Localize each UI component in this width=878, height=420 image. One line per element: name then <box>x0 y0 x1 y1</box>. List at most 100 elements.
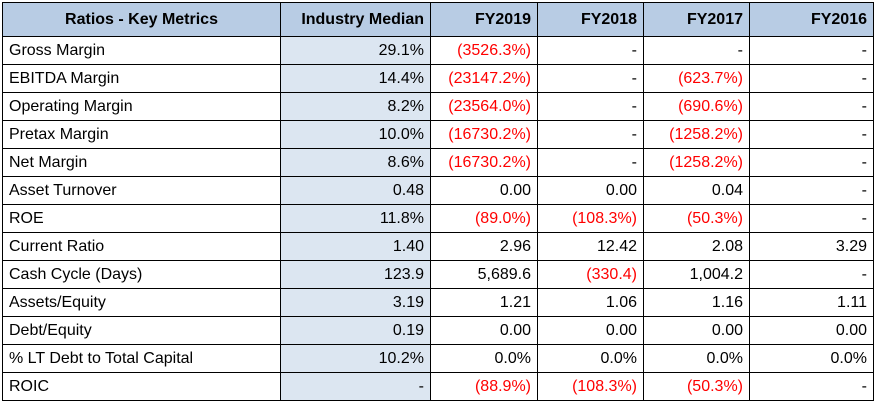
cell-fy2019[interactable]: (16730.2%) <box>430 148 538 177</box>
table-body: Gross Margin 29.1% (3526.3%) - - - EBITDA Marg… <box>2 36 874 401</box>
cell-fy2016[interactable]: - <box>749 204 874 233</box>
cell-fy2018[interactable]: - <box>537 64 644 93</box>
cell-fy2016[interactable]: - <box>749 372 874 401</box>
cell-fy2016[interactable]: 0.0% <box>749 344 874 373</box>
cell-metric[interactable]: % LT Debt to Total Capital <box>2 344 281 373</box>
cell-metric[interactable]: Current Ratio <box>2 232 281 261</box>
cell-fy2019[interactable]: (23147.2%) <box>430 64 538 93</box>
cell-fy2019[interactable]: 0.00 <box>430 316 538 345</box>
cell-fy2018[interactable]: (108.3%) <box>537 372 644 401</box>
cell-fy2016[interactable]: - <box>749 176 874 205</box>
cell-industry-median[interactable]: 0.48 <box>280 176 431 205</box>
header-fy2016[interactable]: FY2016 <box>749 2 874 37</box>
cell-fy2016[interactable]: - <box>749 64 874 93</box>
cell-fy2016[interactable]: - <box>749 148 874 177</box>
cell-industry-median[interactable]: 10.2% <box>280 344 431 373</box>
cell-metric[interactable]: ROE <box>2 204 281 233</box>
cell-fy2019[interactable]: 5,689.6 <box>430 260 538 289</box>
cell-fy2019[interactable]: (88.9%) <box>430 372 538 401</box>
cell-fy2018[interactable]: - <box>537 120 644 149</box>
cell-industry-median[interactable]: 8.6% <box>280 148 431 177</box>
header-metric[interactable]: Ratios - Key Metrics <box>2 2 281 37</box>
cell-industry-median[interactable]: 1.40 <box>280 232 431 261</box>
cell-fy2018[interactable]: 0.00 <box>537 176 644 205</box>
cell-fy2018[interactable]: - <box>537 36 644 65</box>
cell-fy2018[interactable]: 0.0% <box>537 344 644 373</box>
table-row: Operating Margin 8.2% (23564.0%) - (690.6%) - <box>2 92 874 121</box>
ratios-table-container: Ratios - Key Metrics Industry Median FY2… <box>2 2 874 401</box>
cell-fy2017[interactable]: 0.0% <box>643 344 750 373</box>
header-fy2019[interactable]: FY2019 <box>430 2 538 37</box>
cell-metric[interactable]: Pretax Margin <box>2 120 281 149</box>
cell-industry-median[interactable]: - <box>280 372 431 401</box>
cell-fy2017[interactable]: 0.04 <box>643 176 750 205</box>
cell-fy2017[interactable]: (50.3%) <box>643 204 750 233</box>
cell-industry-median[interactable]: 3.19 <box>280 288 431 317</box>
cell-metric[interactable]: Gross Margin <box>2 36 281 65</box>
cell-fy2016[interactable]: - <box>749 36 874 65</box>
cell-industry-median[interactable]: 123.9 <box>280 260 431 289</box>
header-fy2017[interactable]: FY2017 <box>643 2 750 37</box>
cell-fy2019[interactable]: (23564.0%) <box>430 92 538 121</box>
cell-fy2017[interactable]: - <box>643 36 750 65</box>
cell-industry-median[interactable]: 11.8% <box>280 204 431 233</box>
cell-industry-median[interactable]: 29.1% <box>280 36 431 65</box>
cell-fy2019[interactable]: 0.0% <box>430 344 538 373</box>
cell-fy2018[interactable]: 12.42 <box>537 232 644 261</box>
cell-fy2016[interactable]: 1.11 <box>749 288 874 317</box>
cell-industry-median[interactable]: 8.2% <box>280 92 431 121</box>
cell-fy2016[interactable]: - <box>749 260 874 289</box>
table-row: Current Ratio 1.40 2.96 12.42 2.08 3.29 <box>2 232 874 261</box>
table-row: Assets/Equity 3.19 1.21 1.06 1.16 1.11 <box>2 288 874 317</box>
cell-fy2017[interactable]: (1258.2%) <box>643 148 750 177</box>
cell-fy2016[interactable]: 3.29 <box>749 232 874 261</box>
table-row: Asset Turnover 0.48 0.00 0.00 0.04- <box>2 176 874 205</box>
cell-fy2017[interactable]: (690.6%) <box>643 92 750 121</box>
cell-industry-median[interactable]: 10.0% <box>280 120 431 149</box>
header-industry-median[interactable]: Industry Median <box>280 2 431 37</box>
cell-fy2017[interactable]: 0.00 <box>643 316 750 345</box>
cell-metric[interactable]: Debt/Equity <box>2 316 281 345</box>
cell-metric[interactable]: EBITDA Margin <box>2 64 281 93</box>
cell-metric[interactable]: ROIC <box>2 372 281 401</box>
cell-fy2019[interactable]: 0.00 <box>430 176 538 205</box>
cell-fy2017[interactable]: (1258.2%) <box>643 120 750 149</box>
cell-metric[interactable]: Operating Margin <box>2 92 281 121</box>
header-row: Ratios - Key Metrics Industry Median FY2… <box>2 2 874 37</box>
cell-fy2018[interactable]: 1.06 <box>537 288 644 317</box>
cell-fy2018[interactable]: 0.00 <box>537 316 644 345</box>
cell-fy2019[interactable]: 1.21 <box>430 288 538 317</box>
ratios-table: Ratios - Key Metrics Industry Median FY2… <box>2 2 874 401</box>
table-row: ROE 11.8% (89.0%) (108.3%) (50.3%) - <box>2 204 874 233</box>
cell-fy2016[interactable]: - <box>749 92 874 121</box>
cell-fy2017[interactable]: (50.3%) <box>643 372 750 401</box>
cell-fy2018[interactable]: - <box>537 148 644 177</box>
cell-fy2018[interactable]: - <box>537 92 644 121</box>
cell-metric[interactable]: Net Margin <box>2 148 281 177</box>
table-row: Cash Cycle (Days) 123.9 5,689.6 (330.4) 1,00… <box>2 260 874 289</box>
table-row: Gross Margin 29.1% (3526.3%) - - - <box>2 36 874 65</box>
cell-metric[interactable]: Cash Cycle (Days) <box>2 260 281 289</box>
cell-fy2017[interactable]: (623.7%) <box>643 64 750 93</box>
cell-fy2018[interactable]: (108.3%) <box>537 204 644 233</box>
cell-fy2016[interactable]: 0.00 <box>749 316 874 345</box>
cell-fy2017[interactable]: 1.16 <box>643 288 750 317</box>
cell-fy2019[interactable]: (16730.2%) <box>430 120 538 149</box>
cell-fy2017[interactable]: 1,004.2 <box>643 260 750 289</box>
cell-industry-median[interactable]: 0.19 <box>280 316 431 345</box>
table-row: Net Margin 8.6% (16730.2%) - (1258.2%) - <box>2 148 874 177</box>
cell-fy2019[interactable]: (3526.3%) <box>430 36 538 65</box>
cell-fy2019[interactable]: 2.96 <box>430 232 538 261</box>
header-fy2018[interactable]: FY2018 <box>537 2 644 37</box>
table-row: EBITDA Margin 14.4% (23147.2%) - (623.7%) - <box>2 64 874 93</box>
table-row: ROIC - (88.9%) (108.3%) (50.3%) - <box>2 372 874 401</box>
cell-industry-median[interactable]: 14.4% <box>280 64 431 93</box>
cell-fy2016[interactable]: - <box>749 120 874 149</box>
cell-fy2019[interactable]: (89.0%) <box>430 204 538 233</box>
table-row: % LT Debt to Total Capital 10.2% 0.0% 0.0% 0… <box>2 344 874 373</box>
table-row: Pretax Margin 10.0% (16730.2%) - (1258.2%) - <box>2 120 874 149</box>
cell-metric[interactable]: Asset Turnover <box>2 176 281 205</box>
cell-fy2017[interactable]: 2.08 <box>643 232 750 261</box>
cell-metric[interactable]: Assets/Equity <box>2 288 281 317</box>
cell-fy2018[interactable]: (330.4) <box>537 260 644 289</box>
